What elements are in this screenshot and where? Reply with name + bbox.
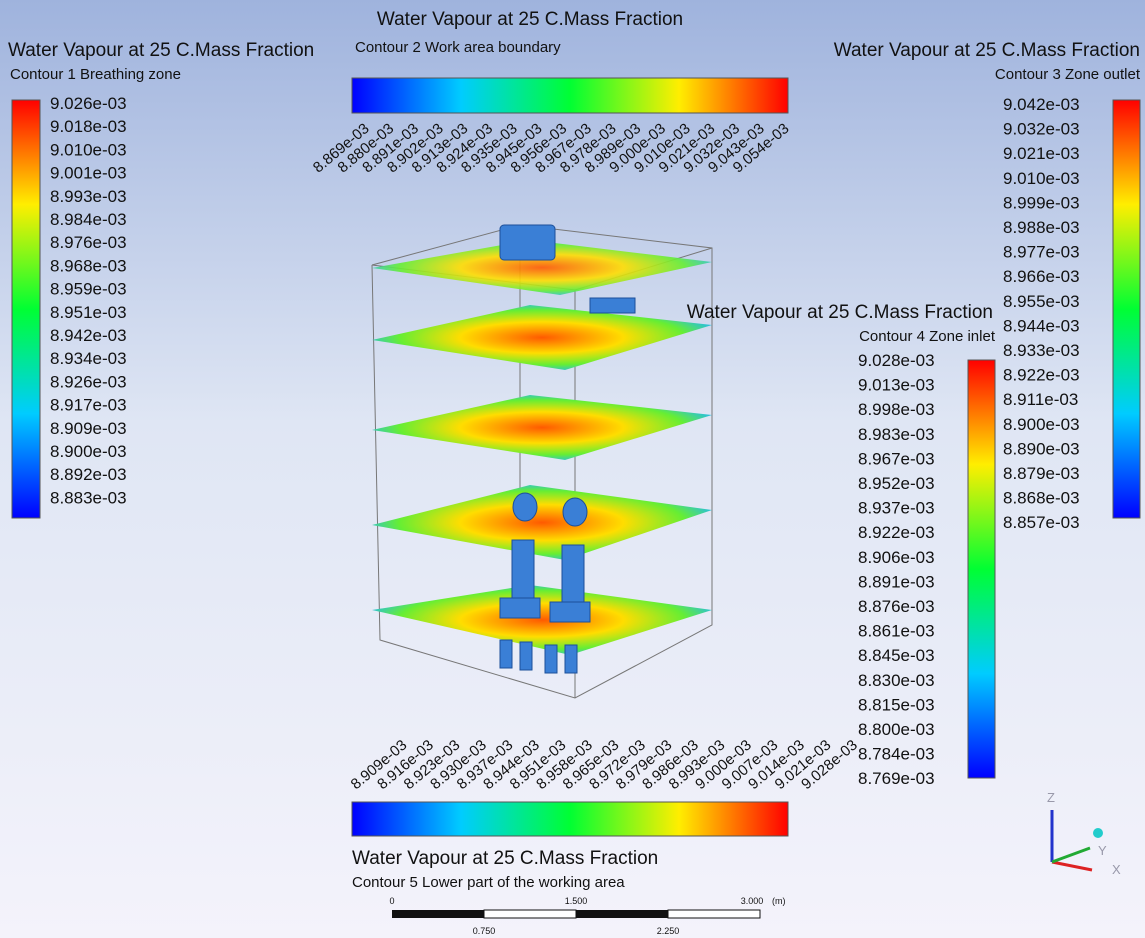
legend-label: 9.032e-03 — [1003, 120, 1080, 139]
legend-label: 8.966e-03 — [1003, 267, 1080, 286]
legend-label: 8.926e-03 — [50, 372, 127, 391]
scale-bar — [392, 910, 760, 918]
legend-label: 8.977e-03 — [1003, 243, 1080, 262]
legend-label: 8.857e-03 — [1003, 513, 1080, 532]
viewport: Water Vapour at 25 C.Mass Fraction Contou… — [0, 0, 1145, 938]
legend-label: 8.934e-03 — [50, 349, 127, 368]
legend-label: 8.906e-03 — [858, 548, 935, 567]
legend-label: 9.028e-03 — [858, 351, 935, 370]
legend-subtitle: Contour 3 Zone outlet — [995, 66, 1141, 83]
color-bar — [352, 78, 788, 113]
color-bar — [12, 100, 40, 518]
legend-label: 9.042e-03 — [1003, 95, 1080, 114]
scale-label: 0.750 — [473, 926, 496, 936]
legend-title: Water Vapour at 25 C.Mass Fraction — [8, 40, 314, 61]
scale-unit: (m) — [772, 896, 786, 906]
legend-label: 8.999e-03 — [1003, 193, 1080, 212]
legend-label: 9.010e-03 — [50, 140, 127, 159]
legend-label: 9.001e-03 — [50, 164, 127, 183]
legend-label: 9.013e-03 — [858, 376, 935, 395]
legend-label: 8.952e-03 — [858, 474, 935, 493]
scale-label: 3.000 — [741, 896, 764, 906]
legend-label: 8.955e-03 — [1003, 292, 1080, 311]
color-bar — [968, 360, 995, 778]
axis-label: Y — [1098, 843, 1107, 858]
legend-label: 8.976e-03 — [50, 233, 127, 252]
color-bar — [352, 802, 788, 836]
legend-subtitle: Contour 5 Lower part of the working area — [352, 874, 625, 891]
legend-label: 8.942e-03 — [50, 326, 127, 345]
legend-title: Water Vapour at 25 C.Mass Fraction — [377, 9, 683, 30]
legend-label: 8.959e-03 — [50, 280, 127, 299]
legend-subtitle: Contour 4 Zone inlet — [859, 328, 996, 345]
legend-label: 8.937e-03 — [858, 499, 935, 518]
legend-label: 8.892e-03 — [50, 465, 127, 484]
legend-label: 8.993e-03 — [50, 187, 127, 206]
legend-label: 8.890e-03 — [1003, 439, 1080, 458]
legend-label: 8.876e-03 — [858, 597, 935, 616]
legend-label: 8.917e-03 — [50, 396, 127, 415]
legend-label: 8.911e-03 — [1003, 390, 1078, 409]
legend-title: Water Vapour at 25 C.Mass Fraction — [687, 302, 993, 323]
legend-label: 9.026e-03 — [50, 94, 127, 113]
legend-label: 8.861e-03 — [858, 622, 935, 641]
scale-label: 1.500 — [565, 896, 588, 906]
axis-label: X — [1112, 862, 1121, 877]
scale-label: 2.250 — [657, 926, 680, 936]
legend-subtitle: Contour 2 Work area boundary — [355, 39, 561, 56]
legend-label: 8.883e-03 — [50, 488, 127, 507]
legend-label: 8.879e-03 — [1003, 464, 1080, 483]
legend-label: 9.010e-03 — [1003, 169, 1080, 188]
legend-label: 8.900e-03 — [50, 442, 127, 461]
legend-label: 8.998e-03 — [858, 400, 935, 419]
legend-label: 8.891e-03 — [858, 572, 935, 591]
legend-label: 8.944e-03 — [1003, 316, 1080, 335]
legend-label: 8.800e-03 — [858, 720, 935, 739]
legend-label: 8.830e-03 — [858, 671, 935, 690]
color-bar — [1113, 100, 1140, 518]
legend-label: 8.845e-03 — [858, 646, 935, 665]
legend-label: 8.933e-03 — [1003, 341, 1080, 360]
legend-title: Water Vapour at 25 C.Mass Fraction — [834, 40, 1140, 61]
legend-label: 8.984e-03 — [50, 210, 127, 229]
legend-label: 8.868e-03 — [1003, 489, 1080, 508]
axis-label: Z — [1047, 790, 1055, 805]
legend-label: 8.900e-03 — [1003, 415, 1080, 434]
legend-label: 8.769e-03 — [858, 769, 935, 788]
legend-label: 9.018e-03 — [50, 117, 127, 136]
legend-label: 8.922e-03 — [858, 523, 935, 542]
legend-label: 9.021e-03 — [1003, 144, 1080, 163]
legend-title: Water Vapour at 25 C.Mass Fraction — [352, 848, 658, 869]
legend-subtitle: Contour 1 Breathing zone — [10, 66, 181, 83]
legend-label: 8.967e-03 — [858, 449, 935, 468]
legend-label: 8.988e-03 — [1003, 218, 1080, 237]
legend-label: 8.909e-03 — [50, 419, 127, 438]
legend-label: 8.815e-03 — [858, 695, 935, 714]
legend-label: 8.951e-03 — [50, 303, 127, 322]
legend-label: 8.922e-03 — [1003, 366, 1080, 385]
legend-label: 8.968e-03 — [50, 256, 127, 275]
legend-label: 8.983e-03 — [858, 425, 935, 444]
scale-label: 0 — [389, 896, 394, 906]
page: {"legends": [ {"title": "Water Vapour at… — [0, 0, 1145, 938]
legend-label: 8.784e-03 — [858, 745, 935, 764]
